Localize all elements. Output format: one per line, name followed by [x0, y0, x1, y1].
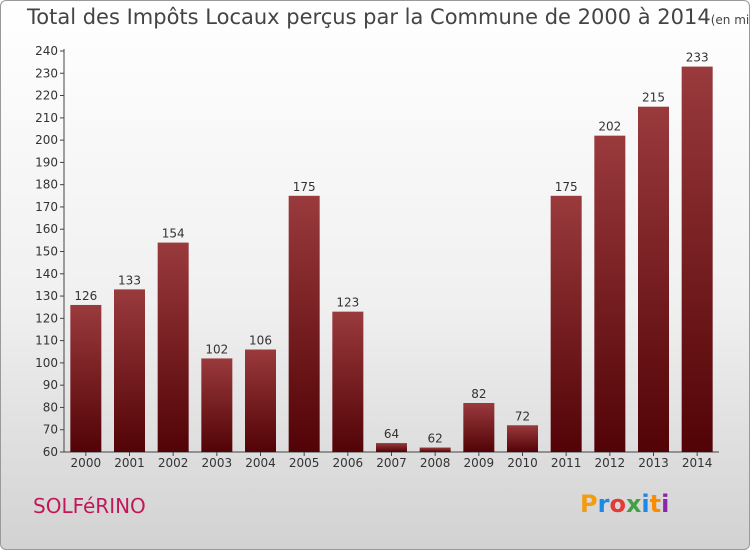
logo-letter: P — [580, 490, 598, 518]
bar-value-label: 175 — [293, 180, 316, 194]
y-tick-label: 150 — [35, 245, 58, 259]
x-tick-label: 2008 — [420, 456, 451, 470]
commune-name: SOLFéRINO — [33, 494, 146, 518]
bar-value-label: 154 — [162, 227, 185, 241]
y-tick-label: 130 — [35, 289, 58, 303]
y-tick-label: 110 — [35, 334, 58, 348]
bar-2006 — [332, 311, 364, 452]
y-tick-label: 120 — [35, 311, 58, 325]
chart-title: Total des Impôts Locaux perçus par la Co… — [27, 5, 750, 29]
x-tick-label: 2014 — [682, 456, 713, 470]
bar-2002 — [157, 242, 189, 452]
bar-value-label: 175 — [555, 180, 578, 194]
bar-value-label: 82 — [471, 387, 486, 401]
y-tick-label: 240 — [35, 44, 58, 58]
y-tick-label: 220 — [35, 89, 58, 103]
bars — [70, 66, 713, 453]
logo-letter: i — [661, 490, 670, 518]
y-tick-label: 60 — [43, 445, 58, 459]
x-tick-label: 2006 — [333, 456, 364, 470]
x-tick-label: 2013 — [638, 456, 669, 470]
x-tick-label: 2007 — [376, 456, 407, 470]
bar-2008 — [419, 447, 451, 452]
x-tick-label: 2004 — [245, 456, 276, 470]
bar-2004 — [245, 349, 276, 452]
y-tick-label: 70 — [43, 423, 58, 437]
y-tick-label: 180 — [35, 178, 58, 192]
bar-2005 — [288, 195, 320, 453]
y-tick-label: 80 — [43, 400, 58, 414]
bar-value-label: 123 — [336, 296, 359, 310]
bar-value-label: 106 — [249, 334, 272, 348]
logo-letter: i — [641, 490, 650, 518]
bar-2009 — [463, 402, 495, 452]
logo-letter: o — [609, 490, 626, 518]
x-tick-label: 2000 — [71, 456, 102, 470]
bar-2012 — [594, 135, 626, 452]
x-tick-label: 2010 — [507, 456, 538, 470]
logo-letter: x — [625, 490, 642, 518]
bar-2003 — [201, 358, 233, 452]
chart-unit-note: (en milliers d'€) — [710, 13, 750, 27]
bar-value-label: 64 — [384, 427, 399, 441]
bar-value-label: 62 — [428, 432, 443, 446]
x-tick-label: 2012 — [595, 456, 626, 470]
x-axis: 2000 2001 2002 2003 2004 2005 2006 2007 2008 2009… — [64, 451, 719, 470]
logo-letter: r — [597, 490, 610, 518]
chart-title-main: Total des Impôts Locaux perçus par la Co… — [27, 5, 711, 29]
bar-value-label: 133 — [118, 273, 141, 287]
bar-2014 — [681, 66, 713, 452]
y-tick-label: 210 — [35, 111, 58, 125]
y-tick-label: 140 — [35, 267, 58, 281]
bar-2010 — [507, 425, 538, 452]
bar-2001 — [114, 289, 145, 452]
x-tick-label: 2005 — [289, 456, 320, 470]
y-tick-label: 160 — [35, 222, 58, 236]
y-tick-label: 100 — [35, 356, 58, 370]
x-tick-label: 2003 — [202, 456, 233, 470]
x-tick-label: 2002 — [158, 456, 189, 470]
bar-value-label: 233 — [686, 51, 709, 65]
logo-letter: t — [649, 490, 662, 518]
proxiti-logo: Proxiti — [580, 490, 669, 518]
y-axis: 60 70 80 90 100 110 120 130 140 150 160 170 180 190 20… — [35, 44, 65, 459]
bar-value-label: 215 — [642, 91, 665, 105]
bar-value-label: 72 — [515, 409, 530, 423]
bar-value-label: 102 — [205, 342, 228, 356]
x-tick-label: 2011 — [551, 456, 582, 470]
data-labels: 126 133 154 102 106 175 123 64 62 82 72 175 202 215 23… — [74, 51, 708, 446]
y-tick-label: 170 — [35, 200, 58, 214]
bar-2007 — [376, 443, 407, 452]
bar-value-label: 202 — [598, 120, 621, 134]
bar-value-label: 126 — [74, 289, 97, 303]
x-tick-label: 2001 — [114, 456, 145, 470]
y-tick-label: 190 — [35, 155, 58, 169]
bar-2011 — [550, 195, 582, 453]
y-tick-label: 90 — [43, 378, 58, 392]
y-tick-label: 200 — [35, 133, 58, 147]
x-tick-label: 2009 — [464, 456, 495, 470]
bar-2000 — [70, 304, 102, 452]
bar-2013 — [638, 106, 669, 452]
y-tick-label: 230 — [35, 66, 58, 80]
